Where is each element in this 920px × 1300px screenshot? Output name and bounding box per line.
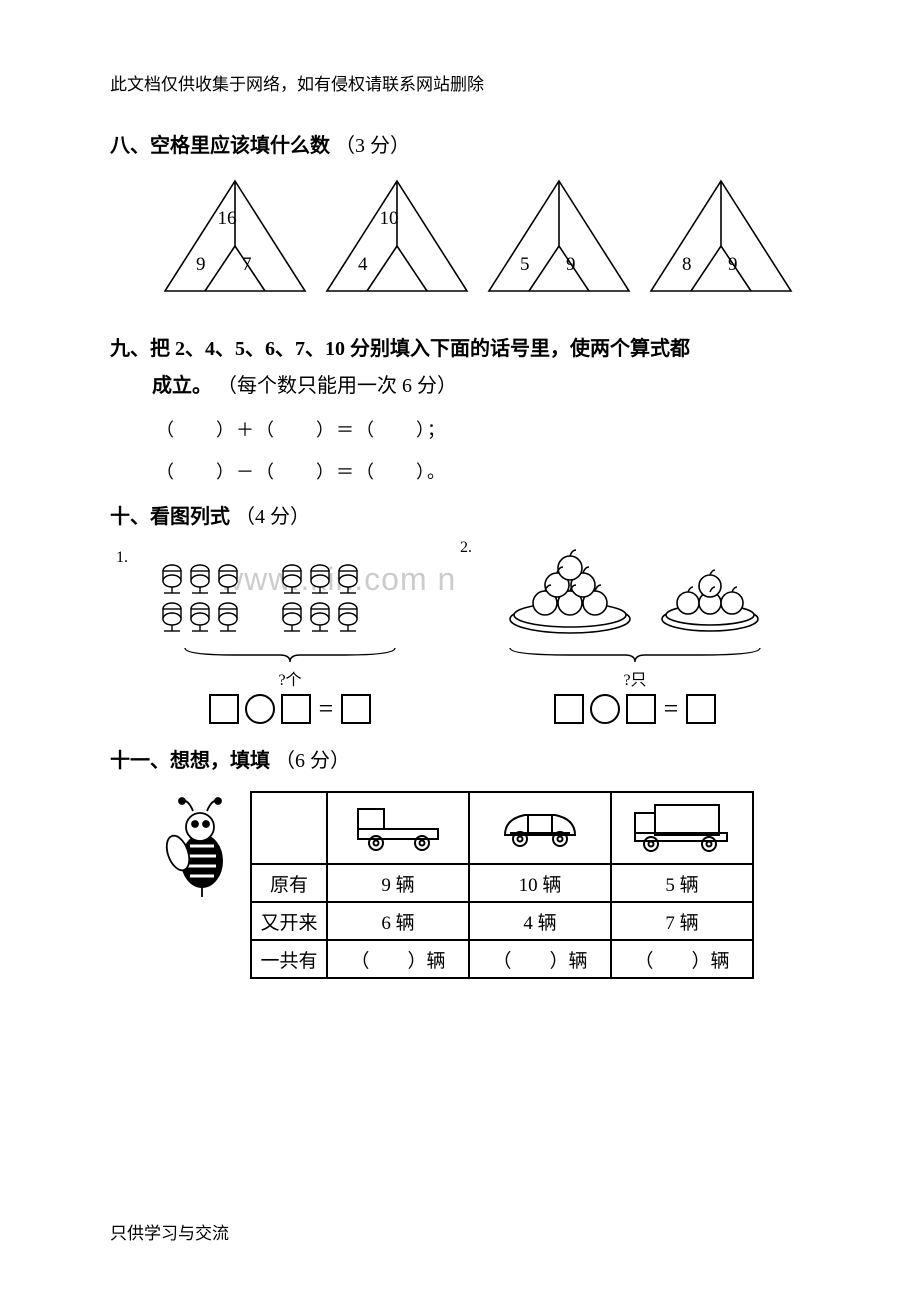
drums-icon (150, 557, 410, 635)
vehicle-table: 原有 9 辆 10 辆 5 辆 又开来 6 辆 4 辆 7 辆 一共有 （ ）辆… (250, 791, 754, 979)
triangle-1: 16 9 7 (160, 176, 294, 296)
row1-label: 原有 (251, 864, 327, 902)
truck-header (327, 792, 469, 864)
sec11-title-text: 十一、想想，填填 (110, 750, 270, 772)
sec8-points: （3 分） (335, 135, 410, 157)
sec9-eq2: （ ）－（ ）＝（ ）。 (156, 458, 810, 484)
r1c2: 10 辆 (469, 864, 611, 902)
eq-box[interactable] (341, 694, 371, 724)
section-8-title: 八、空格里应该填什么数 （3 分） (110, 129, 810, 158)
sec10-item-1: 1. www.⁣⁣.kin.com ⁣n (150, 557, 430, 724)
eq-op-circle[interactable] (245, 694, 275, 724)
r1c3: 5 辆 (611, 864, 753, 902)
lorry-header (611, 792, 753, 864)
q2-label: ?只 (490, 666, 780, 690)
sec10-row: 1. www.⁣⁣.kin.com ⁣n (150, 547, 810, 724)
footer-note: 只供学习与交流 (110, 1219, 229, 1244)
tri2-top: 10 (322, 208, 456, 230)
r2c1: 6 辆 (327, 902, 469, 940)
tri4-br: 9 (728, 254, 738, 276)
sec9-cont: 成立。 (152, 375, 212, 397)
header-note: 此文档仅供收集于网络，如有侵权请联系网站删除 (110, 70, 810, 95)
table-corner (251, 792, 327, 864)
section-11-title: 十一、想想，填填 （6 分） (110, 744, 810, 773)
tri1-br: 7 (242, 254, 252, 276)
triangle-2: 10 4 (322, 176, 456, 296)
triangle-svg (322, 176, 472, 296)
r3c3[interactable]: （ ）辆 (611, 940, 753, 978)
underbrace-icon (500, 646, 770, 664)
sec9-eq1: （ ）＋（ ）＝（ ）； (156, 416, 810, 442)
q1-label: ?个 (150, 666, 430, 690)
eq-box[interactable] (209, 694, 239, 724)
tri1-top: 16 (160, 208, 294, 230)
triangle-svg (160, 176, 310, 296)
eq-sign: = (664, 694, 679, 724)
eq-op-circle[interactable] (590, 694, 620, 724)
tri3-bl: 5 (520, 254, 530, 276)
section-9-title: 九、把 2、4、5、6、7、10 分别填入下面的话号里，使两个算式都 (110, 332, 810, 361)
triangle-svg (484, 176, 634, 296)
car-header (469, 792, 611, 864)
tri4-bl: 8 (682, 254, 692, 276)
eq1-boxes: = (150, 694, 430, 724)
sec9-body: 成立。 （每个数只能用一次 6 分） （ ）＋（ ）＝（ ）； （ ）－（ ）＝… (152, 369, 810, 484)
triangle-4: 8 9 (646, 176, 780, 296)
lorry-icon (627, 797, 737, 853)
item1-number: 1. (116, 549, 128, 567)
sec11-wrap: 原有 9 辆 10 辆 5 辆 又开来 6 辆 4 辆 7 辆 一共有 （ ）辆… (160, 791, 810, 979)
triangle-3: 5 9 (484, 176, 618, 296)
triangle-svg (646, 176, 796, 296)
tri3-br: 9 (566, 254, 576, 276)
bee-icon (160, 791, 240, 901)
eq-sign: = (319, 694, 334, 724)
sec10-item-2: 2. ?只 (490, 547, 780, 724)
pickup-truck-icon (348, 797, 448, 853)
row2-label: 又开来 (251, 902, 327, 940)
row3-label: 一共有 (251, 940, 327, 978)
sec9-line2: 成立。 （每个数只能用一次 6 分） (152, 369, 810, 398)
r2c3: 7 辆 (611, 902, 753, 940)
tri2-bl: 4 (358, 254, 368, 276)
eq-box[interactable] (626, 694, 656, 724)
sec11-points: （6 分） (275, 750, 350, 772)
sec10-points: （4 分） (235, 506, 310, 528)
tri1-bl: 9 (196, 254, 206, 276)
car-icon (490, 797, 590, 853)
eq-box[interactable] (554, 694, 584, 724)
item2-number: 2. (460, 539, 472, 557)
eq-box[interactable] (686, 694, 716, 724)
r1c1: 9 辆 (327, 864, 469, 902)
triangles-row: 16 9 7 10 4 5 9 8 9 (160, 176, 780, 296)
eq-box[interactable] (281, 694, 311, 724)
r3c1[interactable]: （ ）辆 (327, 940, 469, 978)
sec8-title-text: 八、空格里应该填什么数 (110, 135, 330, 157)
r2c2: 4 辆 (469, 902, 611, 940)
apples-icon (490, 547, 780, 635)
sec9-points: （每个数只能用一次 6 分） (217, 375, 457, 397)
sec9-title-text: 九、把 2、4、5、6、7、10 分别填入下面的话号里，使两个算式都 (110, 338, 690, 360)
underbrace-icon (180, 646, 400, 664)
r3c2[interactable]: （ ）辆 (469, 940, 611, 978)
section-10-title: 十、看图列式 （4 分） (110, 500, 810, 529)
eq2-boxes: = (490, 694, 780, 724)
sec10-title-text: 十、看图列式 (110, 506, 230, 528)
